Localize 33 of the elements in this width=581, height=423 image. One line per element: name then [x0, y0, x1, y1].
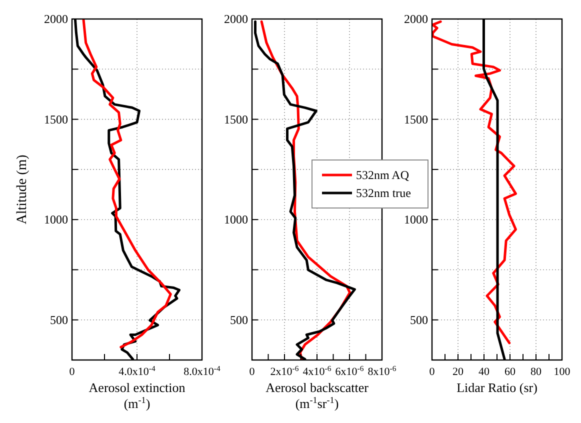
y-tick-label: 2000 [44, 12, 68, 26]
x-tick-label: 60 [504, 366, 516, 378]
y-tick-label: 1000 [404, 212, 428, 227]
y-tick-label: 1000 [44, 212, 68, 227]
legend-label: 532nm AQ [356, 168, 410, 182]
y-tick-label: 1000 [224, 212, 248, 227]
y-axis-title: Altitude (m) [15, 154, 30, 224]
y-tick-label: 1500 [224, 112, 248, 126]
y-tick-label: 2000 [224, 12, 248, 26]
x-tick-label: 20 [452, 366, 464, 378]
y-tick-label: 1500 [44, 112, 68, 126]
x-tick-label: 40 [478, 366, 490, 378]
y-tick-label: 500 [230, 312, 248, 327]
x-tick-label: 80 [530, 366, 542, 378]
x-tick-label: 8x10$^{-6}$ [368, 364, 396, 378]
x-tick-label: 4.0x10$^{-4}$ [118, 364, 156, 378]
x-tick-label: 0 [249, 366, 256, 378]
y-tick-label: 1500 [404, 112, 428, 126]
x-axis-title: Lidar Ratio (sr) [456, 380, 538, 395]
y-tick-label: 500 [50, 312, 68, 327]
x-tick-label: 0 [69, 366, 76, 378]
y-tick-label: 2000 [404, 12, 428, 26]
y-tick-label: 500 [410, 312, 428, 327]
x-tick-label: 2x10$^{-6}$ [270, 364, 299, 378]
x-tick-label: 6x10$^{-6}$ [335, 364, 364, 378]
x-tick-label: 4x10$^{-6}$ [302, 364, 332, 378]
x-axis-title: Aerosol extinction (m$^{-1}$) [88, 380, 186, 411]
line-series [82, 19, 172, 348]
legend-label: 532nm true [356, 186, 411, 200]
x-tick-label: 8.0x10$^{-4}$ [184, 364, 220, 378]
x-tick-label: 0 [429, 366, 436, 378]
x-axis-title: Aerosol backscatter (m$^{-1}$sr$^{-1}$) [266, 380, 370, 411]
x-tick-label: 100 [554, 366, 571, 378]
